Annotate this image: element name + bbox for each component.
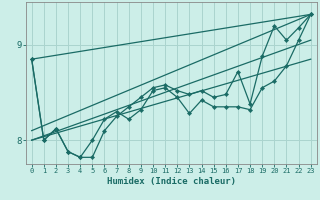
X-axis label: Humidex (Indice chaleur): Humidex (Indice chaleur): [107, 177, 236, 186]
